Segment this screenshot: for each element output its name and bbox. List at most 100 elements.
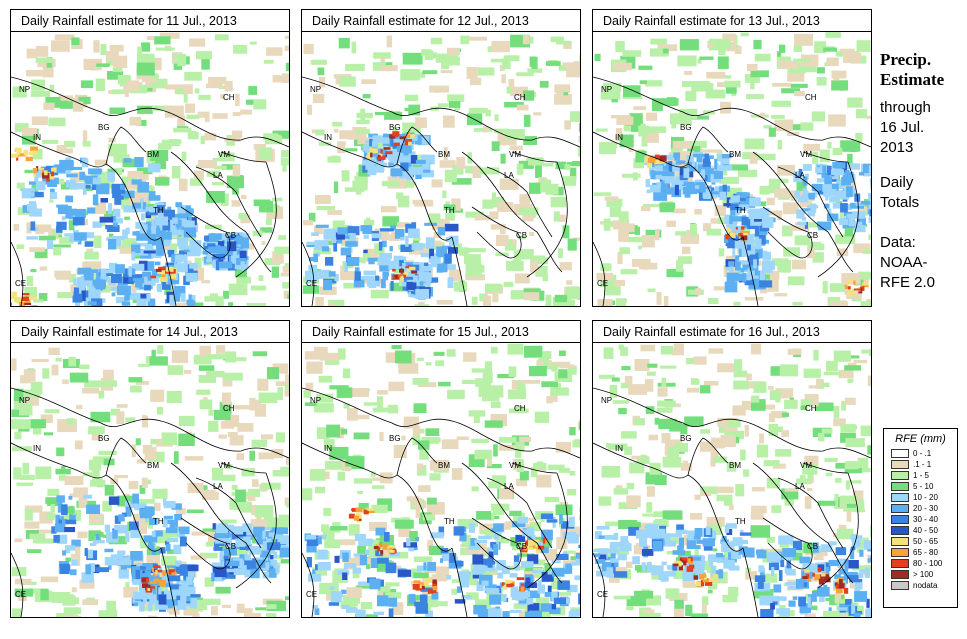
legend-item: 20 - 30 <box>884 503 957 514</box>
country-label: CE <box>15 279 26 288</box>
country-borders <box>302 387 580 617</box>
country-label: CH <box>223 93 235 102</box>
rainfall-map: NP CH BG IN BM VM LA TH CB CE <box>302 32 580 306</box>
legend-swatch <box>891 537 909 546</box>
country-label: TH <box>735 206 746 215</box>
country-borders <box>11 76 289 306</box>
panel-title: Daily Rainfall estimate for 14 Jul., 201… <box>11 321 289 343</box>
country-label: NP <box>310 85 321 94</box>
legend-label: 0 - .1 <box>913 449 932 458</box>
legend-item: 50 - 65 <box>884 536 957 547</box>
panel-title: Daily Rainfall estimate for 12 Jul., 201… <box>302 10 580 32</box>
country-label: BM <box>438 461 450 470</box>
legend-label: nodata <box>913 581 938 590</box>
rainfall-map: NP CH BG IN BM VM LA TH CB CE <box>593 32 871 306</box>
rainfall-field <box>11 32 289 306</box>
legend-label: 30 - 40 <box>913 515 938 524</box>
legend-label: .1 - 1 <box>913 460 932 469</box>
side-title-line1: Precip. <box>880 50 932 69</box>
country-label: NP <box>601 396 612 405</box>
country-label: BM <box>729 461 741 470</box>
country-label: VM <box>509 461 521 470</box>
country-label: TH <box>153 517 164 526</box>
country-label: BG <box>98 123 110 132</box>
country-label: IN <box>615 444 623 453</box>
rainfall-field <box>302 343 580 617</box>
country-label: LA <box>795 482 805 491</box>
through-text: through <box>880 99 931 116</box>
country-label: CH <box>514 404 526 413</box>
legend-item: 5 - 10 <box>884 481 957 492</box>
country-label: IN <box>324 133 332 142</box>
country-borders <box>593 387 871 617</box>
panel-title: Daily Rainfall estimate for 15 Jul., 201… <box>302 321 580 343</box>
country-label: CH <box>514 93 526 102</box>
country-label: BM <box>147 461 159 470</box>
daily-text: Daily <box>880 174 914 191</box>
country-label: CB <box>807 542 818 551</box>
legend-swatch <box>891 482 909 491</box>
map-panel-15-jul: Daily Rainfall estimate for 15 Jul., 201… <box>301 320 581 618</box>
legend-label: 50 - 65 <box>913 537 938 546</box>
country-label: CE <box>306 279 317 288</box>
legend-label: 65 - 80 <box>913 548 938 557</box>
country-label: BM <box>147 150 159 159</box>
country-label: VM <box>800 461 812 470</box>
country-label: CB <box>225 231 236 240</box>
country-label: IN <box>33 133 41 142</box>
legend-item: 1 - 5 <box>884 470 957 481</box>
legend-swatch <box>891 471 909 480</box>
country-label: BG <box>389 434 401 443</box>
legend-label: 20 - 30 <box>913 504 938 513</box>
country-borders <box>302 76 580 306</box>
rfe-legend: RFE (mm) 0 - .1 .1 - 1 1 - 5 5 - 10 10 - 20 2… <box>883 428 958 608</box>
country-label: TH <box>444 517 455 526</box>
country-label: BG <box>389 123 401 132</box>
legend-item: 30 - 40 <box>884 514 957 525</box>
rainfall-map: NP CH BG IN BM VM LA TH CB CE <box>593 343 871 617</box>
country-label: CE <box>306 590 317 599</box>
legend-label: 1 - 5 <box>913 471 930 480</box>
rainfall-field <box>593 343 871 617</box>
country-label: VM <box>218 461 230 470</box>
country-borders <box>11 387 289 617</box>
country-label: NP <box>310 396 321 405</box>
side-title: Precip. Estimate <box>880 50 944 90</box>
country-label: VM <box>218 150 230 159</box>
date-line1: 16 Jul. <box>880 119 925 136</box>
legend-label: 40 - 50 <box>913 526 938 535</box>
legend-swatch <box>891 504 909 513</box>
country-label: VM <box>800 150 812 159</box>
panel-title: Daily Rainfall estimate for 11 Jul., 201… <box>11 10 289 32</box>
legend-item: 10 - 20 <box>884 492 957 503</box>
legend-swatch <box>891 570 909 579</box>
map-panel-13-jul: Daily Rainfall estimate for 13 Jul., 201… <box>592 9 872 307</box>
map-panel-12-jul: Daily Rainfall estimate for 12 Jul., 201… <box>301 9 581 307</box>
panel-title: Daily Rainfall estimate for 16 Jul., 201… <box>593 321 871 343</box>
legend-swatch <box>891 526 909 535</box>
source-line2: RFE 2.0 <box>880 274 936 291</box>
country-label: CB <box>225 542 236 551</box>
legend-label: 80 - 100 <box>913 559 943 568</box>
country-label: CB <box>516 542 527 551</box>
legend-swatch <box>891 581 909 590</box>
legend-item: > 100 <box>884 569 957 580</box>
country-label: IN <box>615 133 623 142</box>
country-label: IN <box>33 444 41 453</box>
legend-item: 40 - 50 <box>884 525 957 536</box>
country-borders <box>593 76 871 306</box>
legend-swatch <box>891 515 909 524</box>
country-label: BG <box>680 123 692 132</box>
legend-label: > 100 <box>913 570 934 579</box>
map-panel-11-jul: Daily Rainfall estimate for 11 Jul., 201… <box>10 9 290 307</box>
country-label: BG <box>98 434 110 443</box>
country-label: TH <box>153 206 164 215</box>
legend-swatch <box>891 449 909 458</box>
country-label: LA <box>795 171 805 180</box>
side-title-line2: Estimate <box>880 70 945 89</box>
map-panel-14-jul: Daily Rainfall estimate for 14 Jul., 201… <box>10 320 290 618</box>
country-label: CE <box>15 590 26 599</box>
country-label: BG <box>680 434 692 443</box>
country-label: CH <box>223 404 235 413</box>
country-label: LA <box>213 171 223 180</box>
